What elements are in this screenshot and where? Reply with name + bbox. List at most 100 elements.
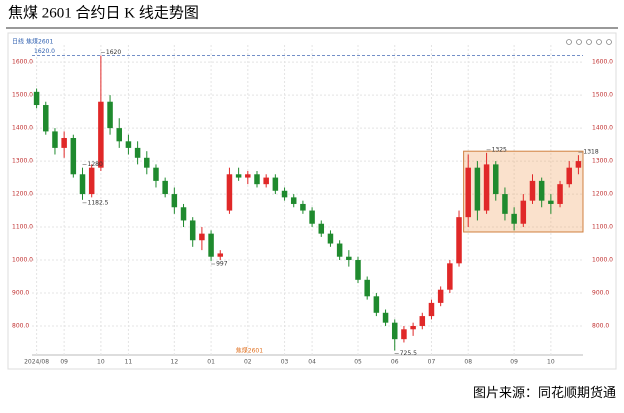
candle-body — [465, 167, 471, 218]
candle-body — [281, 190, 288, 198]
candle-body — [566, 167, 572, 185]
tool-icon[interactable] — [576, 39, 582, 45]
x-tick-label: 02 — [244, 359, 252, 366]
candle-body — [61, 138, 67, 148]
x-tick-label: 08 — [464, 359, 472, 366]
candle-body — [79, 174, 86, 195]
extreme-label: 725.5 — [400, 350, 417, 357]
chart-title: 焦煤 2601 合约日 K 线走势图 — [8, 4, 199, 21]
x-tick-label: 12 — [171, 359, 179, 366]
candle-body — [171, 194, 178, 208]
tool-icon[interactable] — [606, 39, 612, 45]
candle-body — [254, 174, 260, 185]
tool-icon[interactable] — [566, 39, 572, 45]
tool-icon[interactable] — [596, 39, 602, 45]
y-tick-label: 800.0 — [12, 322, 29, 329]
y-tick-label: 1400.0 — [12, 125, 33, 132]
y-tick-label: 1500.0 — [12, 92, 33, 99]
y-tick-label: 1300.0 — [12, 158, 33, 165]
contract-label: 焦煤2601 — [26, 38, 53, 46]
extreme-label: 997 — [216, 261, 228, 268]
candle-body — [309, 210, 315, 224]
candle-body — [208, 233, 214, 257]
candle-body — [134, 147, 141, 158]
candle-body — [162, 180, 168, 195]
candle-body — [88, 167, 95, 195]
candle-body — [575, 161, 582, 168]
candle-body — [98, 101, 104, 168]
candle-body — [493, 164, 499, 195]
candle-body — [346, 256, 352, 261]
candle-body — [474, 167, 481, 211]
candle-body — [33, 91, 40, 106]
candle-body — [318, 223, 325, 234]
candle-body — [327, 233, 334, 244]
candle-body — [235, 174, 242, 178]
y2-tick-label: 800.0 — [592, 322, 609, 329]
y-tick-label: 1600.0 — [12, 59, 33, 66]
candle-body — [226, 174, 233, 211]
candle-body — [180, 207, 187, 221]
y2-tick-label: 900.0 — [592, 290, 609, 297]
y2-tick-label: 1400.0 — [592, 125, 613, 132]
extreme-label: 1325 — [492, 146, 507, 153]
candle-body — [290, 197, 297, 204]
x-tick-label: 06 — [391, 359, 399, 366]
extreme-label: 1280 — [88, 161, 103, 168]
x-tick-label: 07 — [428, 359, 436, 366]
candle-body — [548, 200, 554, 204]
candle-body — [520, 200, 527, 224]
candle-body — [245, 174, 251, 178]
candle-body — [199, 233, 205, 241]
candle-body — [300, 203, 306, 211]
x-tick-label: 10 — [97, 359, 105, 366]
candle-body — [419, 316, 426, 326]
x-tick-label: 09 — [60, 359, 68, 366]
candle-body — [382, 312, 389, 323]
candle-body — [355, 260, 361, 280]
x-tick-label: 2024/08 — [24, 359, 49, 366]
candle-body — [456, 217, 462, 264]
y2-tick-label: 1300.0 — [592, 158, 613, 165]
candle-body — [189, 220, 196, 241]
y2-tick-label: 1000.0 — [592, 257, 613, 264]
x-tick-label: 04 — [308, 359, 316, 366]
candle-body — [70, 138, 77, 175]
candle-body — [428, 302, 435, 317]
candle-body — [107, 101, 113, 129]
extreme-label: 1318 — [583, 149, 598, 156]
candle-body — [511, 213, 517, 224]
candle-body — [401, 329, 407, 340]
toolbar — [566, 39, 612, 45]
x-tick-label: 03 — [281, 359, 289, 366]
candle-body — [538, 180, 545, 201]
candle-body — [373, 296, 380, 313]
candle-body — [437, 289, 444, 303]
candle-body — [272, 177, 279, 191]
source-note: 图片来源：同花顺期货通 — [473, 385, 616, 400]
candle-body — [364, 279, 370, 297]
y2-tick-label: 1200.0 — [592, 191, 613, 198]
y2-tick-label: 1100.0 — [592, 224, 613, 231]
reference-label: 1620.0 — [34, 48, 55, 55]
candle-body — [483, 164, 490, 211]
x-tick-label: 10 — [547, 359, 555, 366]
candle-body — [529, 180, 536, 201]
x-tick-label: 11 — [125, 359, 133, 366]
period-label: 日线 — [12, 38, 24, 46]
candle-body — [447, 263, 453, 290]
candle-body — [125, 141, 132, 148]
candle-body — [153, 167, 159, 181]
x-tick-label: 05 — [354, 359, 362, 366]
y-tick-label: 1200.0 — [12, 191, 33, 198]
y2-tick-label: 1600.0 — [592, 59, 613, 66]
tool-icon[interactable] — [586, 39, 592, 45]
x-tick-label: 09 — [510, 359, 518, 366]
candle-body — [336, 243, 343, 257]
y-tick-label: 1100.0 — [12, 224, 33, 231]
candle-body — [43, 105, 49, 132]
y-tick-label: 900.0 — [12, 290, 29, 297]
candle-body — [410, 325, 416, 330]
extreme-label: 1620 — [106, 49, 121, 56]
